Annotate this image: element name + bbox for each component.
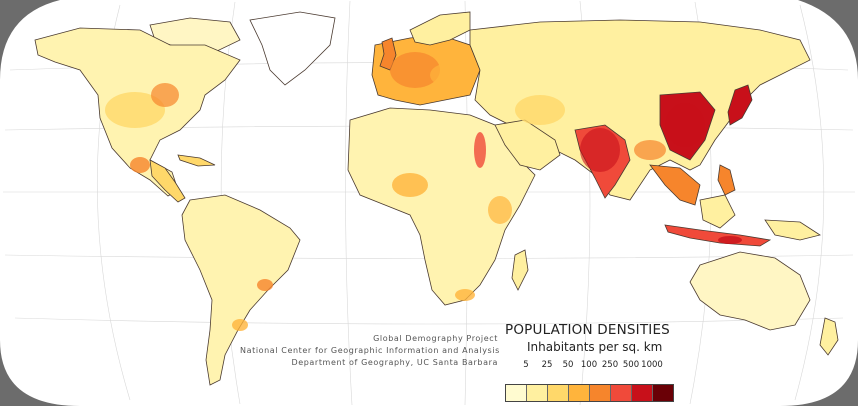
density-hotspots bbox=[105, 52, 742, 331]
legend-tick-label: 500 bbox=[622, 360, 640, 370]
new-guinea bbox=[764, 219, 821, 241]
legend-tick-label: 1000 bbox=[641, 360, 663, 370]
australia bbox=[689, 251, 811, 331]
greenland bbox=[249, 11, 336, 86]
credit-center: National Center for Geographic Informati… bbox=[240, 346, 500, 355]
credit-department: Department of Geography, UC Santa Barbar… bbox=[291, 358, 498, 367]
legend-ticks: 5 25 50 100 250 500 1000 bbox=[505, 358, 695, 372]
legend-swatch bbox=[506, 385, 527, 401]
legend-swatch bbox=[632, 385, 653, 401]
legend-swatch bbox=[590, 385, 611, 401]
legend-swatch bbox=[611, 385, 632, 401]
legend-swatches bbox=[505, 384, 674, 402]
legend-swatch bbox=[653, 385, 673, 401]
southeast-asia bbox=[649, 164, 701, 206]
south-america bbox=[181, 194, 301, 386]
legend-tick-label: 250 bbox=[601, 360, 619, 370]
legend-title: POPULATION DENSITIES bbox=[505, 322, 670, 338]
asia bbox=[469, 19, 811, 201]
legend-tick-label: 5 bbox=[523, 360, 529, 370]
africa bbox=[347, 107, 536, 306]
legend-subtitle: Inhabitants per sq. km bbox=[527, 340, 663, 354]
legend-tick-label: 100 bbox=[580, 360, 598, 370]
japan bbox=[727, 84, 753, 126]
philippines bbox=[717, 164, 736, 196]
credits-block: Global Demography Project National Cente… bbox=[240, 333, 500, 369]
central-america bbox=[149, 159, 186, 203]
madagascar bbox=[511, 249, 529, 291]
borneo bbox=[699, 194, 736, 229]
caribbean bbox=[177, 154, 216, 167]
legend-tick-label: 25 bbox=[541, 360, 553, 370]
legend-swatch bbox=[548, 385, 569, 401]
indonesia bbox=[664, 224, 772, 247]
credit-project: Global Demography Project bbox=[373, 334, 498, 343]
new-zealand bbox=[819, 317, 839, 356]
legend-swatch bbox=[569, 385, 590, 401]
density-legend: POPULATION DENSITIES Inhabitants per sq.… bbox=[505, 322, 695, 402]
legend-tick-label: 50 bbox=[562, 360, 574, 370]
scandinavia bbox=[409, 11, 471, 46]
legend-swatch bbox=[527, 385, 548, 401]
